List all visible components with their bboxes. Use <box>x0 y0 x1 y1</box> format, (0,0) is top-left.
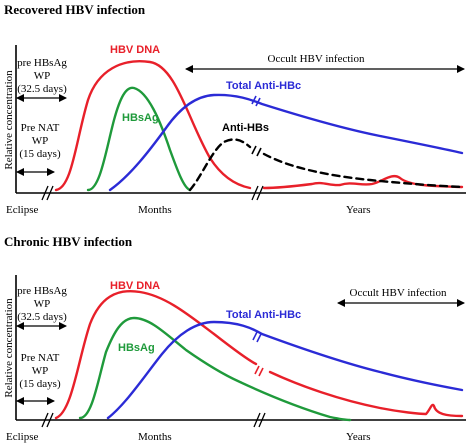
x-axis-break-right <box>253 412 266 428</box>
window-period-block: pre HBsAg WP (32.5 days) Pre NAT WP (15 … <box>16 285 67 405</box>
occult-label: Occult HBV infection <box>350 287 447 299</box>
x-axis-break-left <box>41 185 54 201</box>
wp2-line3: (15 days) <box>19 148 61 160</box>
anti-hbc-label: Total Anti-HBc <box>226 309 301 321</box>
hbv-dna-label: HBV DNA <box>110 44 160 56</box>
hbsag-label: HBsAg <box>122 112 159 124</box>
anti-hbc-label: Total Anti-HBc <box>226 80 301 92</box>
wp1-line3: (32.5 days) <box>17 311 67 323</box>
anti-hbs-curve <box>188 138 464 192</box>
anti-hbs-label: Anti-HBs <box>222 122 269 134</box>
hbv-dna-label: HBV DNA <box>110 280 160 292</box>
wp2-line3: (15 days) <box>19 378 61 390</box>
panel-recovered: Recovered HBV infection Relative concent… <box>3 2 466 216</box>
curve-break-marks <box>252 331 264 377</box>
hbsag-curve <box>78 316 352 422</box>
wp2-line1: Pre NAT <box>21 122 60 134</box>
x-tick-eclipse: Eclipse <box>6 204 38 216</box>
x-tick-years: Years <box>346 204 371 216</box>
x-axis-break-right <box>251 185 264 201</box>
wp1-line1: pre HBsAg <box>17 57 67 69</box>
x-axis-break-left <box>41 412 54 428</box>
x-tick-months: Months <box>138 431 172 443</box>
occult-span: Occult HBV infection <box>185 53 465 73</box>
panel-chronic: Chronic HBV infection Relative concentra… <box>3 234 466 443</box>
x-tick-years: Years <box>346 431 371 443</box>
anti-hbc-curve <box>108 93 464 192</box>
occult-span: Occult HBV infection <box>337 287 465 307</box>
x-tick-eclipse: Eclipse <box>6 431 38 443</box>
wp2-line2: WP <box>32 365 49 377</box>
wp1-line1: pre HBsAg <box>17 285 67 297</box>
window-period-block: pre HBsAg WP (32.5 days) Pre NAT WP (15 … <box>16 57 67 176</box>
hbv-dna-curve <box>54 60 464 192</box>
y-axis-label: Relative concentration <box>3 70 15 170</box>
occult-label: Occult HBV infection <box>268 53 365 65</box>
hbv-dna-curve <box>54 289 464 420</box>
hbsag-curve <box>86 86 192 192</box>
hbsag-label: HBsAg <box>118 342 155 354</box>
panel-title: Recovered HBV infection <box>4 2 146 17</box>
wp2-line1: Pre NAT <box>21 352 60 364</box>
wp1-line2: WP <box>34 70 51 82</box>
wp1-line2: WP <box>34 298 51 310</box>
y-axis-label: Relative concentration <box>3 298 15 398</box>
wp2-line2: WP <box>32 135 49 147</box>
wp1-line3: (32.5 days) <box>17 83 67 95</box>
panel-title: Chronic HBV infection <box>4 234 133 249</box>
curve-break-marks <box>251 95 262 157</box>
anti-hbc-curve <box>106 320 464 420</box>
x-tick-months: Months <box>138 204 172 216</box>
